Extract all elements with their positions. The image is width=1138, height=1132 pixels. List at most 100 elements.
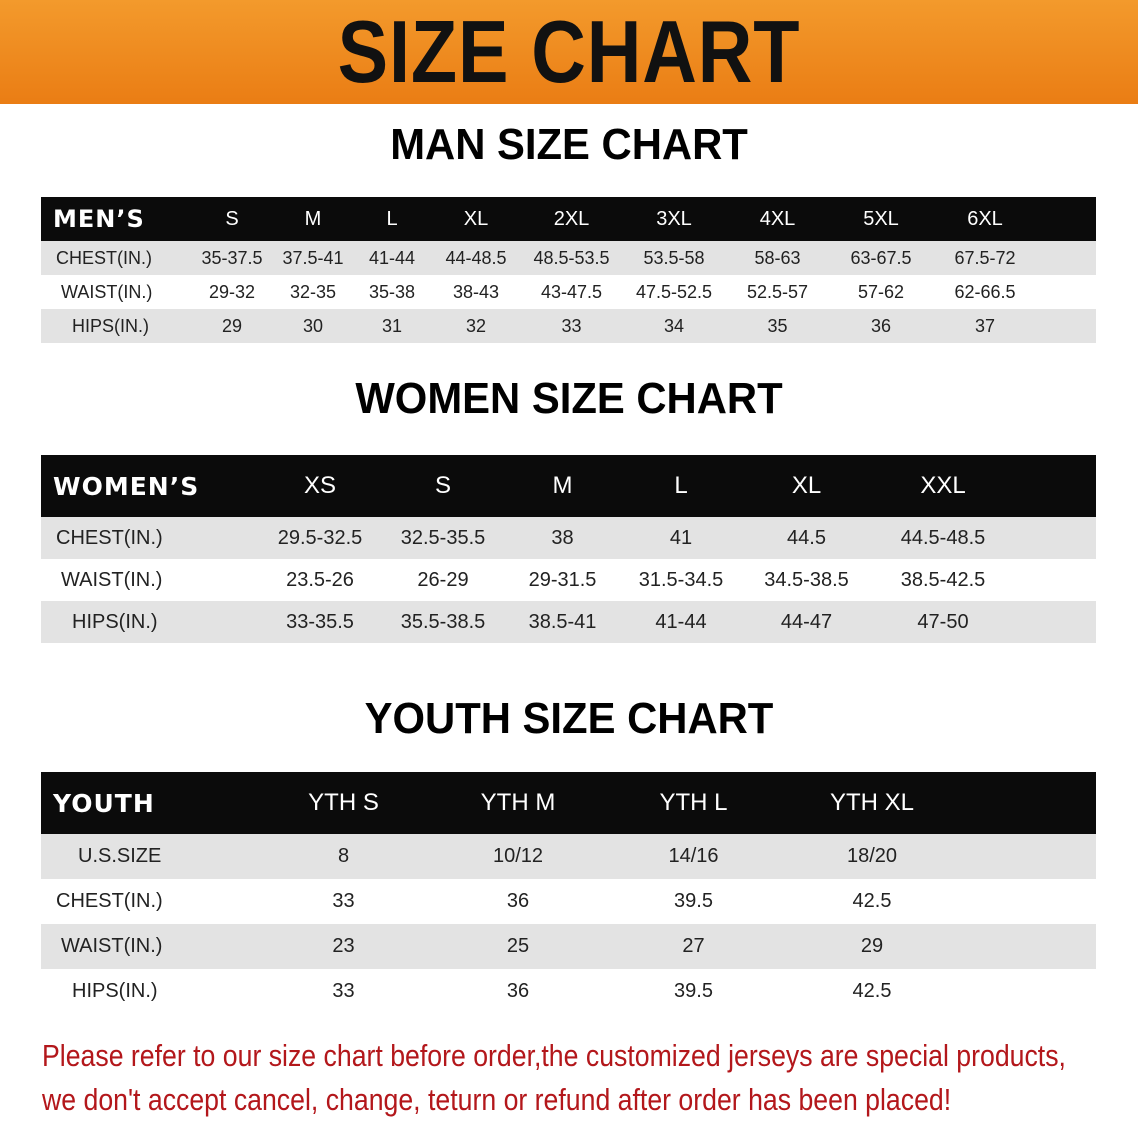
table-row: U.S.SIZE 8 10/12 14/16 18/20 [41, 834, 1096, 879]
size-header-cell: L [621, 455, 741, 517]
men-section-title: MAN SIZE CHART [390, 120, 748, 169]
size-value-cell: 33-35.5 [258, 601, 382, 643]
size-value-cell: 38.5-42.5 [872, 559, 1014, 601]
size-value-cell: 34.5-38.5 [741, 559, 872, 601]
notice-line-1: Please refer to our size chart before or… [42, 1038, 1066, 1073]
measurement-label: WAIST(IN.) [41, 559, 258, 601]
size-header-cell: M [504, 455, 621, 517]
size-value-cell: 38 [504, 517, 621, 559]
size-value-cell: 44-47 [741, 601, 872, 643]
youth-section-title: YOUTH SIZE CHART [364, 694, 774, 743]
size-value-cell: 42.5 [782, 969, 962, 1014]
size-value-cell: 47-50 [872, 601, 1014, 643]
table-row: WAIST(IN.) 23.5-26 26-29 29-31.5 31.5-34.5 34… [41, 559, 1096, 601]
size-value-cell: 31.5-34.5 [621, 559, 741, 601]
size-value-cell: 63-67.5 [829, 241, 933, 275]
size-value-cell: 33 [521, 309, 622, 343]
size-value-cell: 44-48.5 [431, 241, 521, 275]
table-header-row: WOMEN’S XS S M L XL XXL [41, 455, 1096, 517]
empty-cell [962, 879, 1096, 924]
size-value-cell: 27 [605, 924, 782, 969]
size-value-cell: 35-38 [353, 275, 431, 309]
empty-cell [1014, 559, 1096, 601]
size-header-cell: 4XL [726, 197, 829, 241]
size-value-cell: 42.5 [782, 879, 962, 924]
women-section-title: WOMEN SIZE CHART [355, 374, 783, 423]
size-value-cell: 36 [829, 309, 933, 343]
size-value-cell: 18/20 [782, 834, 962, 879]
size-value-cell: 29.5-32.5 [258, 517, 382, 559]
size-value-cell: 26-29 [382, 559, 504, 601]
empty-cell [962, 772, 1096, 834]
men-size-table: MEN’S S M L XL 2XL 3XL 4XL 5XL 6XL CHEST(IN.) 35-37… [41, 197, 1096, 343]
size-value-cell: 32-35 [273, 275, 353, 309]
size-header-cell: YTH XL [782, 772, 962, 834]
size-value-cell: 29-31.5 [504, 559, 621, 601]
size-value-cell: 37 [933, 309, 1037, 343]
size-value-cell: 44.5 [741, 517, 872, 559]
size-value-cell: 53.5-58 [622, 241, 726, 275]
measurement-label: CHEST(IN.) [41, 517, 258, 559]
women-size-table: WOMEN’S XS S M L XL XXL CHEST(IN.) 29.5-32.5 32.5… [41, 455, 1096, 643]
size-value-cell: 57-62 [829, 275, 933, 309]
table-title-cell: WOMEN’S [41, 455, 258, 517]
measurement-label: HIPS(IN.) [41, 309, 191, 343]
size-value-cell: 36 [431, 879, 605, 924]
size-header-cell: YTH L [605, 772, 782, 834]
size-value-cell: 23 [256, 924, 431, 969]
measurement-label: CHEST(IN.) [41, 241, 191, 275]
table-row: CHEST(IN.) 33 36 39.5 42.5 [41, 879, 1096, 924]
measurement-label: CHEST(IN.) [41, 879, 256, 924]
table-header-row: YOUTH YTH S YTH M YTH L YTH XL [41, 772, 1096, 834]
size-value-cell: 29 [782, 924, 962, 969]
table-row: WAIST(IN.) 23 25 27 29 [41, 924, 1096, 969]
size-value-cell: 67.5-72 [933, 241, 1037, 275]
size-value-cell: 39.5 [605, 879, 782, 924]
size-value-cell: 32.5-35.5 [382, 517, 504, 559]
table-row: WAIST(IN.) 29-32 32-35 35-38 38-43 43-47.5 47.… [41, 275, 1096, 309]
empty-cell [1014, 455, 1096, 517]
empty-cell [962, 924, 1096, 969]
empty-cell [962, 834, 1096, 879]
size-header-cell: 2XL [521, 197, 622, 241]
table-title-cell: YOUTH [41, 772, 256, 834]
measurement-label: U.S.SIZE [41, 834, 256, 879]
size-value-cell: 35 [726, 309, 829, 343]
size-value-cell: 44.5-48.5 [872, 517, 1014, 559]
size-value-cell: 39.5 [605, 969, 782, 1014]
size-header-cell: XS [258, 455, 382, 517]
table-title-cell: MEN’S [41, 197, 191, 241]
size-header-cell: XXL [872, 455, 1014, 517]
size-value-cell: 48.5-53.5 [521, 241, 622, 275]
table-row: HIPS(IN.) 33 36 39.5 42.5 [41, 969, 1096, 1014]
measurement-label: HIPS(IN.) [41, 969, 256, 1014]
size-value-cell: 32 [431, 309, 521, 343]
table-row: HIPS(IN.) 29 30 31 32 33 34 35 36 37 [41, 309, 1096, 343]
empty-cell [1037, 241, 1096, 275]
size-value-cell: 52.5-57 [726, 275, 829, 309]
measurement-label: WAIST(IN.) [41, 275, 191, 309]
size-header-cell: L [353, 197, 431, 241]
table-header-row: MEN’S S M L XL 2XL 3XL 4XL 5XL 6XL [41, 197, 1096, 241]
measurement-label: HIPS(IN.) [41, 601, 258, 643]
size-value-cell: 38.5-41 [504, 601, 621, 643]
size-value-cell: 33 [256, 969, 431, 1014]
table-row: CHEST(IN.) 29.5-32.5 32.5-35.5 38 41 44.5 44.5… [41, 517, 1096, 559]
size-value-cell: 41-44 [621, 601, 741, 643]
size-value-cell: 31 [353, 309, 431, 343]
size-value-cell: 29 [191, 309, 273, 343]
size-value-cell: 43-47.5 [521, 275, 622, 309]
size-header-cell: 6XL [933, 197, 1037, 241]
empty-cell [1014, 601, 1096, 643]
size-header-cell: M [273, 197, 353, 241]
empty-cell [962, 969, 1096, 1014]
empty-cell [1014, 517, 1096, 559]
size-header-cell: 5XL [829, 197, 933, 241]
size-value-cell: 35.5-38.5 [382, 601, 504, 643]
size-value-cell: 8 [256, 834, 431, 879]
size-value-cell: 62-66.5 [933, 275, 1037, 309]
size-value-cell: 35-37.5 [191, 241, 273, 275]
banner-title: SIZE CHART [337, 2, 801, 101]
size-chart-banner: SIZE CHART [0, 0, 1138, 104]
size-value-cell: 58-63 [726, 241, 829, 275]
